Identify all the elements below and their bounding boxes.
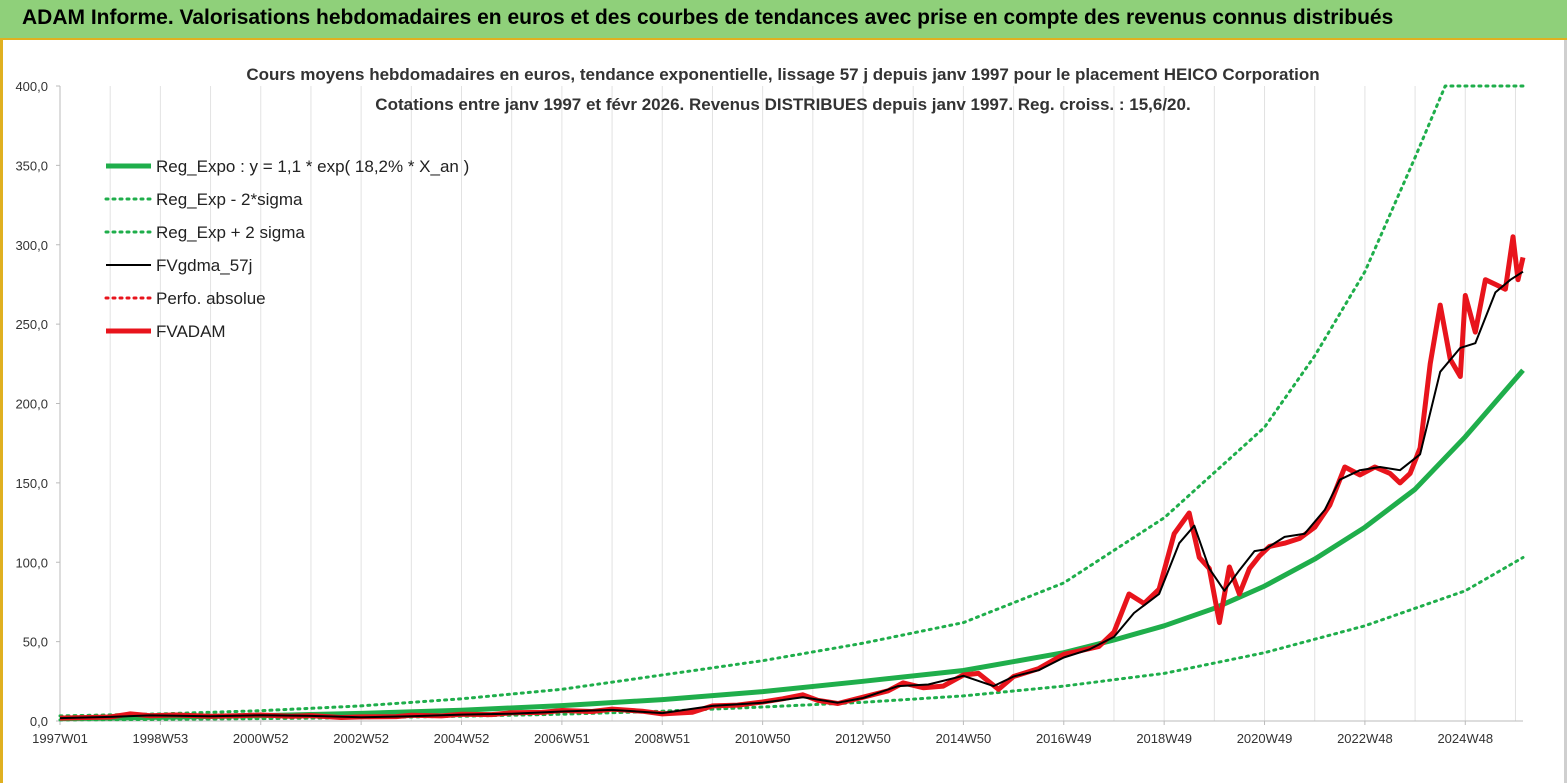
x-tick-label: 2004W52 — [434, 731, 490, 746]
series-line-reg-exp-2-sigma — [58, 556, 1525, 722]
y-tick-label: 250,0 — [15, 317, 48, 332]
chart-canvas: 0,0 50,0 100,0 150,0 200,0 250,0 300,0 350,0 400… — [15, 65, 1526, 746]
chart-subtitle: Cotations entre janv 1997 et févr 2026. … — [375, 95, 1190, 114]
report-title: ADAM Informe. Valorisations hebdomadaire… — [22, 6, 1394, 29]
series-line-reg-expo-y-1-1-exp-18-2-x-an — [59, 368, 1525, 722]
series-layer — [58, 84, 1526, 722]
x-tick-label: 2020W49 — [1237, 731, 1293, 746]
x-tick-label: 2024W48 — [1437, 731, 1493, 746]
x-tick-label: 2014W50 — [936, 731, 992, 746]
series-line-fvadam — [59, 234, 1526, 721]
legend-label: Perfo. absolue — [156, 289, 266, 308]
x-tick-label: 2018W49 — [1136, 731, 1192, 746]
legend-label: Reg_Exp - 2*sigma — [156, 190, 303, 209]
legend-label: FVgdma_57j — [156, 256, 252, 275]
x-tick-label: 2006W51 — [534, 731, 590, 746]
y-tick-label: 0,0 — [30, 714, 48, 729]
series-line-reg-exp-2-sigma — [58, 84, 1525, 718]
report-header: ADAM Informe. Valorisations hebdomadaire… — [0, 0, 1567, 40]
grid-layer — [59, 86, 1516, 721]
y-tick-label: 400,0 — [15, 79, 48, 94]
x-tick-label: 2008W51 — [634, 731, 690, 746]
legend-label: Reg_Expo : y = 1,1 * exp( 18,2% * X_an ) — [156, 157, 469, 176]
y-tick-label: 350,0 — [15, 158, 48, 173]
y-tick-label: 200,0 — [15, 397, 48, 412]
series-line-fvgdma-57j — [59, 270, 1524, 720]
y-tick-label: 100,0 — [15, 555, 48, 570]
x-tick-label: 2000W52 — [233, 731, 289, 746]
x-tick-label: 1997W01 — [32, 731, 88, 746]
y-tick-label: 50,0 — [23, 635, 48, 650]
y-tick-label: 150,0 — [15, 476, 48, 491]
chart-title: Cours moyens hebdomadaires en euros, ten… — [246, 65, 1319, 84]
x-tick-label: 2012W50 — [835, 731, 891, 746]
chart-legend: Reg_Expo : y = 1,1 * exp( 18,2% * X_an )… — [104, 157, 469, 341]
x-tick-label: 1998W53 — [133, 731, 189, 746]
x-tick-label: 2010W50 — [735, 731, 791, 746]
legend-label: FVADAM — [156, 322, 226, 341]
x-tick-label: 2022W48 — [1337, 731, 1393, 746]
chart-frame: 0,0 50,0 100,0 150,0 200,0 250,0 300,0 350,0 400… — [0, 40, 1567, 783]
y-tick-label: 300,0 — [15, 238, 48, 253]
legend-label: Reg_Exp + 2 sigma — [156, 223, 305, 242]
x-tick-label: 2016W49 — [1036, 731, 1092, 746]
x-tick-label: 2002W52 — [333, 731, 389, 746]
axis-layer: 0,0 50,0 100,0 150,0 200,0 250,0 300,0 350,0 400… — [15, 79, 1523, 746]
